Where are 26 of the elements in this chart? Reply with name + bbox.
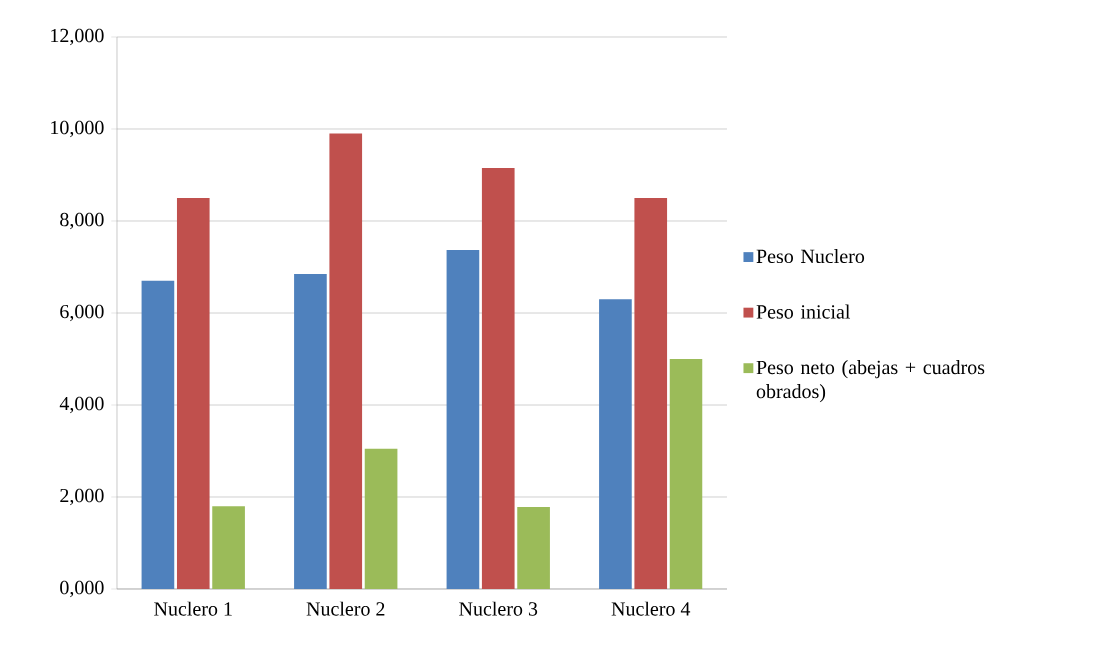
y-tick-label: 6,000 <box>60 304 104 322</box>
legend-label: Peso neto (abejas + cuadros obrados) <box>756 360 985 403</box>
bar <box>634 198 668 589</box>
bar <box>599 299 632 589</box>
x-tick-label: Nuclero 4 <box>611 601 691 616</box>
x-tick-label: Nuclero 2 <box>306 601 385 616</box>
y-tick-label: 8,000 <box>60 212 104 230</box>
bar <box>364 448 398 589</box>
y-tick-label: 12,000 <box>51 28 104 46</box>
bar <box>517 507 550 589</box>
y-tick-label: 4,000 <box>59 396 104 414</box>
y-tick-label: 0,000 <box>60 580 104 598</box>
bar <box>176 198 210 589</box>
bar <box>294 273 327 589</box>
bar <box>141 280 175 589</box>
bar <box>212 506 245 589</box>
legend-label: Peso Nuclero <box>756 249 865 264</box>
x-tick-label: Nuclero 1 <box>154 601 232 616</box>
bar <box>669 359 703 589</box>
legend-label: Peso inicial <box>756 304 851 319</box>
bar <box>329 133 363 589</box>
y-tick-label: 2,000 <box>60 488 104 506</box>
y-tick-label: 10,000 <box>51 120 104 138</box>
x-tick-label: Nuclero 3 <box>459 601 538 616</box>
bar <box>481 168 515 589</box>
bar <box>446 249 480 589</box>
